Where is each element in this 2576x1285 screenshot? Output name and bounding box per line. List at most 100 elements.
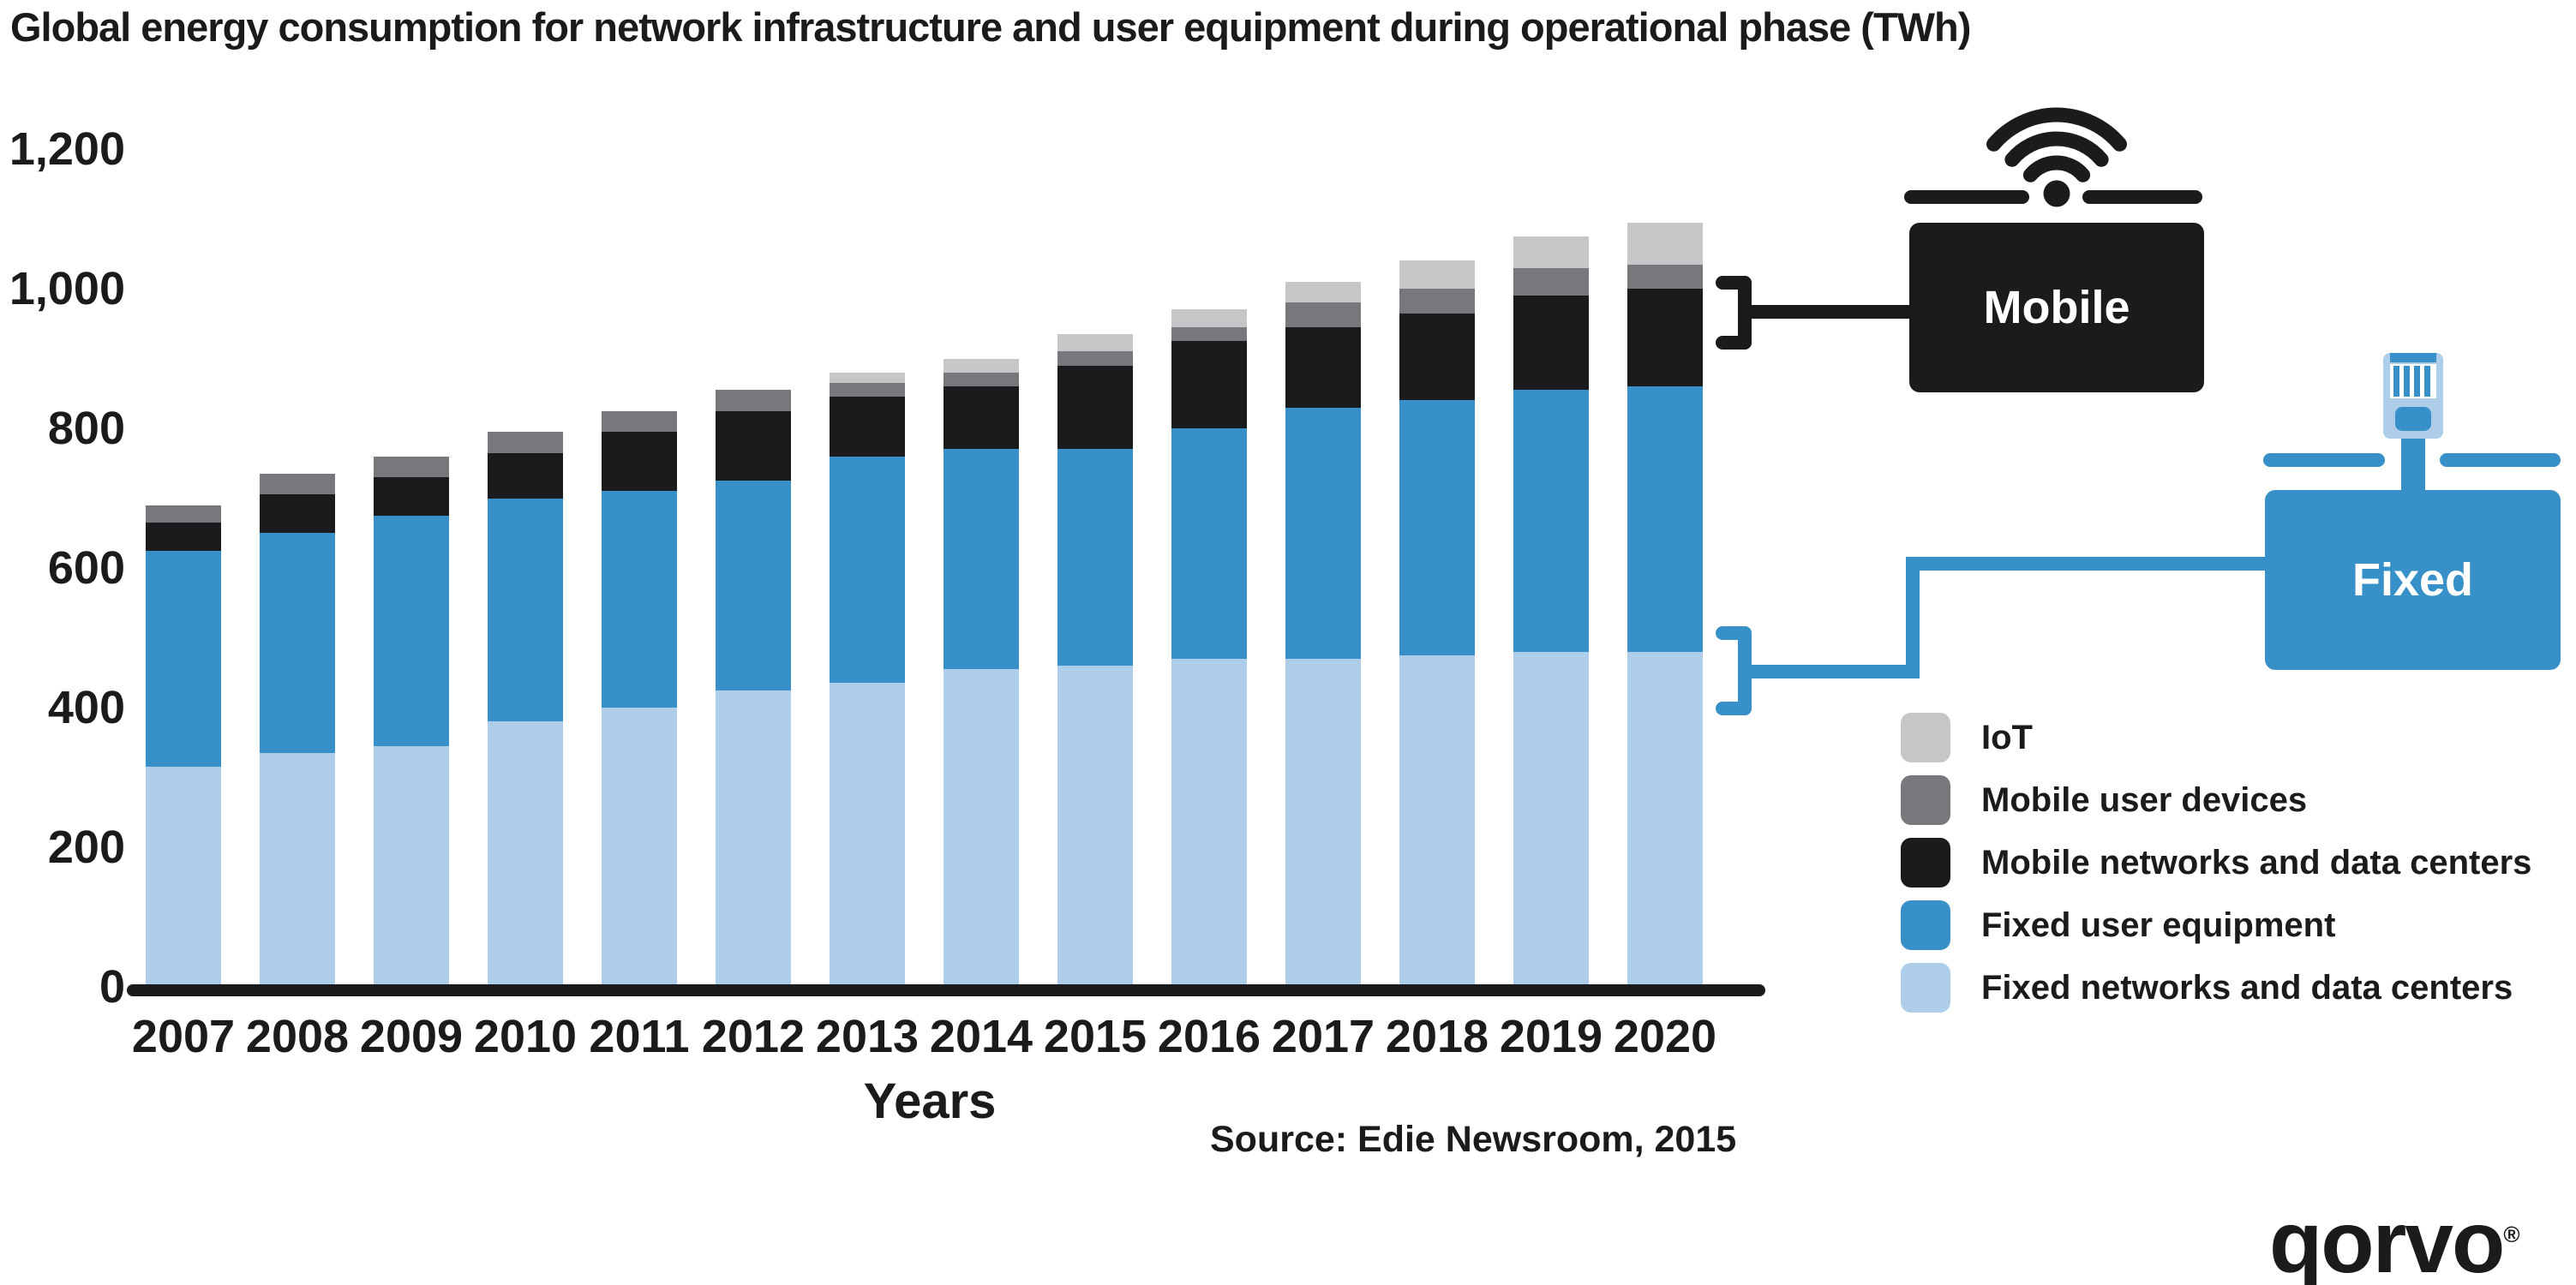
segment-mobile-networks-and-data-centers: [488, 452, 563, 499]
segment-iot: [944, 358, 1019, 373]
registered-mark: ®: [2503, 1222, 2520, 1247]
segment-mobile-user-devices: [488, 432, 563, 453]
segment-mobile-user-devices: [944, 372, 1019, 387]
segment-iot: [1513, 236, 1589, 268]
segment-fixed-networks-and-data-centers: [488, 721, 563, 987]
segment-fixed-user-equipment: [716, 481, 791, 690]
x-axis-title: Years: [863, 1073, 997, 1129]
segment-iot: [1171, 309, 1247, 327]
legend-swatch: [1901, 713, 1950, 762]
segment-mobile-networks-and-data-centers: [1399, 313, 1475, 401]
segment-fixed-user-equipment: [260, 533, 335, 753]
x-tick-label: 2020: [1613, 1011, 1717, 1062]
bar-2016: [1171, 309, 1247, 987]
segment-mobile-user-devices: [830, 383, 905, 397]
segment-mobile-user-devices: [1285, 302, 1361, 327]
segment-fixed-networks-and-data-centers: [1399, 654, 1475, 987]
bar-2019: [1513, 236, 1589, 987]
segment-mobile-networks-and-data-centers: [602, 432, 677, 492]
legend-label: Fixed user equipment: [1981, 906, 2336, 944]
segment-mobile-user-devices: [1057, 351, 1133, 366]
bar-2007: [146, 505, 221, 987]
segment-fixed-user-equipment: [146, 550, 221, 768]
segment-fixed-networks-and-data-centers: [260, 752, 335, 987]
bar-2011: [602, 410, 677, 987]
segment-fixed-networks-and-data-centers: [1513, 651, 1589, 987]
bar-2017: [1285, 281, 1361, 987]
legend-swatch: [1901, 775, 1950, 825]
segment-fixed-user-equipment: [602, 491, 677, 708]
fixed-callout-label: Fixed: [2351, 554, 2474, 606]
segment-mobile-user-devices: [716, 390, 791, 411]
bar-2010: [488, 432, 563, 987]
legend-item-fixed-networks-and-data-centers: Fixed networks and data centers: [1901, 963, 2513, 1013]
segment-mobile-networks-and-data-centers: [1057, 365, 1133, 450]
segment-fixed-networks-and-data-centers: [1057, 666, 1133, 987]
y-tick-label: 200: [47, 822, 125, 873]
y-tick-label: 1,000: [9, 263, 125, 314]
segment-mobile-networks-and-data-centers: [374, 477, 449, 516]
segment-fixed-networks-and-data-centers: [1627, 651, 1703, 987]
bar-2013: [830, 372, 905, 987]
x-axis-line: [127, 984, 1765, 996]
segment-mobile-user-devices: [146, 505, 221, 523]
segment-mobile-networks-and-data-centers: [1627, 289, 1703, 387]
bar-2012: [716, 390, 791, 987]
x-tick-label: 2008: [245, 1011, 350, 1062]
segment-mobile-networks-and-data-centers: [146, 523, 221, 551]
legend-label: IoT: [1981, 719, 2033, 756]
segment-fixed-user-equipment: [944, 449, 1019, 670]
y-tick-label: 600: [47, 542, 125, 594]
x-tick-label: 2017: [1271, 1011, 1375, 1062]
segment-mobile-networks-and-data-centers: [830, 397, 905, 457]
segment-mobile-user-devices: [1627, 264, 1703, 290]
ethernet-plug-icon: [2383, 353, 2443, 497]
bar-2009: [374, 456, 449, 987]
segment-fixed-user-equipment: [1513, 390, 1589, 652]
segment-fixed-networks-and-data-centers: [1285, 658, 1361, 987]
segment-fixed-networks-and-data-centers: [602, 708, 677, 987]
segment-mobile-user-devices: [1513, 267, 1589, 296]
segment-fixed-networks-and-data-centers: [830, 683, 905, 987]
segment-fixed-networks-and-data-centers: [944, 669, 1019, 987]
x-tick-label: 2012: [701, 1011, 806, 1062]
segment-mobile-networks-and-data-centers: [260, 494, 335, 534]
segment-mobile-networks-and-data-centers: [1171, 341, 1247, 429]
segment-iot: [830, 372, 905, 384]
bar-2014: [944, 358, 1019, 987]
qorvo-logo: qorvo®: [2269, 1193, 2520, 1285]
segment-fixed-networks-and-data-centers: [146, 767, 221, 987]
segment-mobile-networks-and-data-centers: [944, 386, 1019, 450]
chart-title: Global energy consumption for network in…: [10, 4, 1971, 50]
segment-fixed-user-equipment: [1057, 449, 1133, 666]
mobile-roof-line-left: [1904, 190, 2029, 204]
fixed-roof-line-right: [2440, 453, 2561, 467]
segment-mobile-user-devices: [260, 474, 335, 495]
legend-item-iot: IoT: [1901, 713, 2033, 762]
wifi-icon: [1986, 107, 2127, 207]
x-tick-label: 2009: [359, 1011, 464, 1062]
legend-label: Mobile user devices: [1981, 781, 2308, 819]
segment-mobile-user-devices: [1399, 289, 1475, 314]
segment-fixed-user-equipment: [374, 515, 449, 746]
mobile-callout-box: Mobile: [1909, 223, 2204, 392]
segment-mobile-networks-and-data-centers: [1285, 326, 1361, 408]
bar-2015: [1057, 334, 1133, 987]
x-tick-label: 2018: [1385, 1011, 1489, 1062]
segment-fixed-user-equipment: [830, 456, 905, 684]
x-tick-label: 2019: [1499, 1011, 1603, 1062]
fixed-callout-box: Fixed: [2265, 490, 2561, 670]
segment-fixed-user-equipment: [488, 498, 563, 722]
segment-iot: [1057, 334, 1133, 352]
segment-fixed-networks-and-data-centers: [374, 745, 449, 987]
segment-fixed-networks-and-data-centers: [1171, 658, 1247, 987]
mobile-connector-line: [1752, 305, 1909, 319]
mobile-roof-line-right: [2082, 190, 2202, 204]
segment-mobile-user-devices: [374, 456, 449, 478]
segment-iot: [1285, 281, 1361, 303]
legend-item-mobile-networks-and-data-centers: Mobile networks and data centers: [1901, 838, 2531, 888]
bar-2008: [260, 474, 335, 987]
source-note: Source: Edie Newsroom, 2015: [1210, 1119, 1737, 1160]
segment-fixed-networks-and-data-centers: [716, 690, 791, 987]
